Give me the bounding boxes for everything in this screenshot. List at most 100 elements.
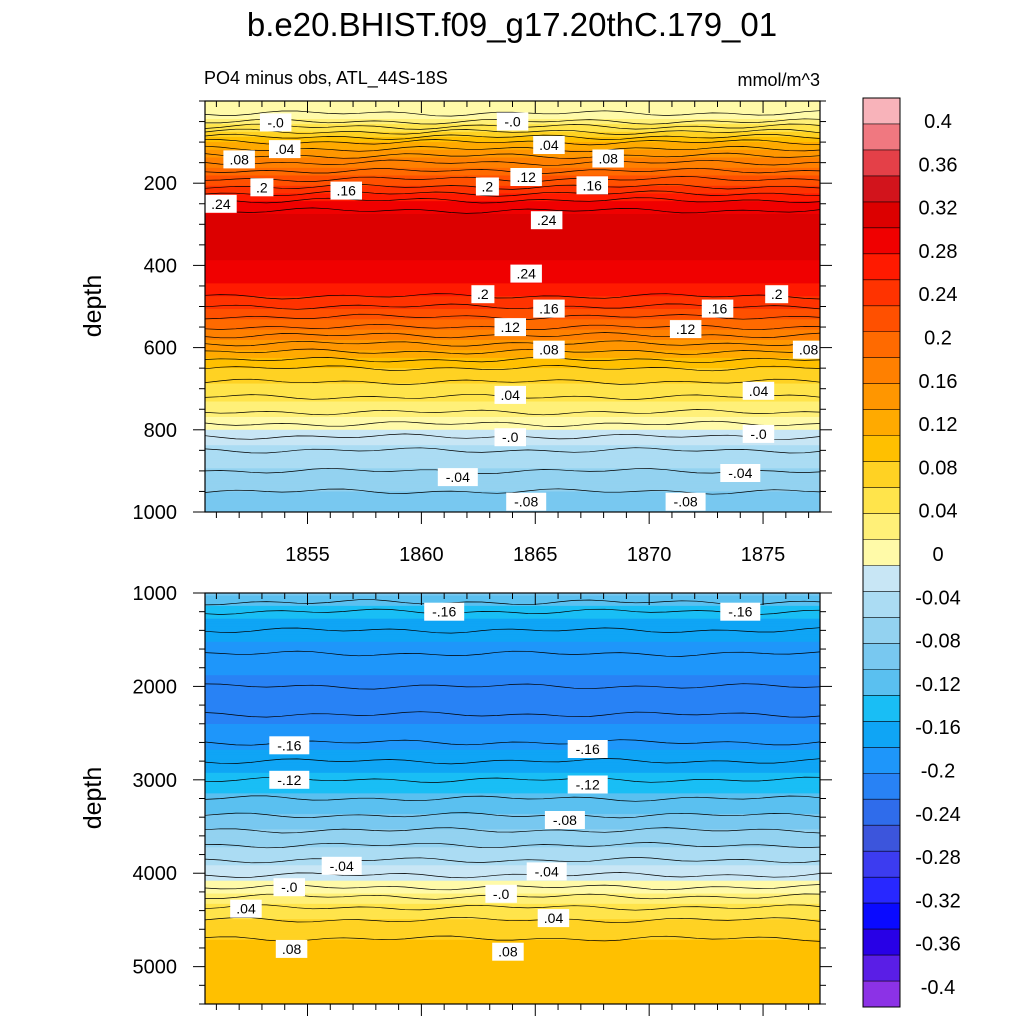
colorbar-box (863, 123, 900, 151)
contour-label: -.04 (437, 468, 478, 487)
contour-band (205, 509, 820, 512)
contour-label: -.08 (544, 811, 585, 829)
contour-band (205, 291, 820, 295)
contour-band (205, 216, 820, 220)
contour-line (205, 608, 820, 615)
y-tick-label: 1000 (133, 502, 178, 524)
contour-label-text: .04 (749, 383, 769, 399)
contour-band (205, 481, 820, 485)
contour-band (205, 411, 820, 415)
contour-band (205, 621, 820, 625)
colorbar-box (863, 435, 900, 462)
contour-label-text: .08 (539, 342, 559, 358)
contour-line (205, 904, 820, 911)
contour-label-text: -.0 (493, 886, 510, 902)
panel-left-title: PO4 minus obs, ATL_44S-18S (204, 68, 448, 89)
contour-band (205, 221, 820, 225)
contour-label: .04 (230, 899, 262, 918)
contour-label-text: -.0 (502, 429, 519, 445)
colorbar-label: -0.16 (915, 717, 961, 739)
contour-label-text: -.12 (576, 777, 600, 793)
colorbar-box (863, 487, 900, 514)
contour-band (205, 468, 820, 472)
contour-line (205, 356, 820, 364)
contour-line (205, 152, 820, 159)
colorbar-box (863, 799, 900, 826)
colorbar-box (863, 825, 900, 852)
contour-line (205, 467, 820, 474)
contour-line (205, 827, 820, 834)
contour-label: .04 (742, 381, 775, 400)
contour-label: -.04 (321, 856, 362, 875)
contour-band (205, 998, 820, 1003)
contour-band (205, 724, 820, 728)
units-label: mmol/m^3 (738, 70, 820, 90)
contour-band (205, 801, 820, 805)
colorbar-box (863, 175, 900, 203)
contour-band (205, 870, 820, 874)
upper-x-axis: 1855 1860 1865 1870 1875 (215, 101, 810, 566)
colorbar-box (863, 591, 900, 618)
contour-label: -.08 (665, 492, 706, 511)
colorbar-label: -0.32 (915, 890, 961, 912)
contour-band (205, 983, 820, 987)
contour-band (205, 783, 820, 787)
contour-label: .08 (223, 150, 255, 169)
contour-band (205, 219, 820, 223)
contour-band (205, 734, 820, 738)
contour-band (205, 337, 820, 341)
contour-label-text: .04 (500, 387, 520, 403)
contour-band (205, 375, 820, 380)
colorbar-box (863, 201, 900, 229)
contour-line (205, 159, 820, 166)
contour-line (205, 683, 820, 690)
contour-band (205, 667, 820, 671)
contour-band (205, 747, 820, 751)
colorbar-label: -0.04 (915, 587, 961, 609)
contour-band (205, 914, 820, 918)
contour-line (205, 650, 820, 657)
contour-band (205, 229, 820, 233)
contour-band (205, 906, 820, 910)
contour-band (205, 937, 820, 941)
contour-band (205, 237, 820, 241)
contour-label: -.04 (720, 464, 761, 482)
colorbar-box (863, 305, 900, 333)
contour-label-text: -.04 (728, 465, 752, 481)
contour-label: .04 (494, 385, 526, 404)
contour-label-text: -.08 (514, 494, 538, 510)
contour-band (205, 306, 820, 310)
contour-band (205, 352, 820, 356)
contour-band (205, 347, 820, 351)
contour-band (205, 688, 820, 692)
contour-band (205, 131, 820, 135)
contour-band (205, 424, 820, 428)
contour-band (205, 777, 820, 782)
contour-band (205, 829, 820, 833)
contour-label: .12 (494, 318, 526, 337)
contour-band (205, 831, 820, 836)
upper-panel: -.0.04.08-.0.04.08.12.16.16.2.2.24.24.24… (79, 100, 832, 566)
contour-label-text: -.04 (535, 863, 559, 879)
contour-band (205, 203, 820, 207)
contour-label-text: -.0 (281, 879, 298, 895)
contour-label-text: .08 (229, 151, 249, 167)
contour-label-text: .12 (500, 319, 520, 335)
contour-band (205, 808, 820, 812)
lower-contour-fill (205, 593, 820, 1004)
contour-band (205, 285, 820, 290)
contour-label: .08 (492, 942, 524, 961)
contour-line (205, 183, 820, 190)
contour-band (205, 793, 820, 797)
contour-band (205, 693, 820, 697)
contour-band (205, 744, 820, 748)
contour-band (205, 134, 820, 138)
contour-band (205, 849, 820, 854)
contour-band (205, 214, 820, 218)
contour-band (205, 708, 820, 712)
contour-band (205, 363, 820, 367)
colorbar-box (863, 747, 900, 774)
contour-band (205, 788, 820, 792)
contour-band (205, 839, 820, 843)
contour-label: .2 (471, 285, 495, 304)
